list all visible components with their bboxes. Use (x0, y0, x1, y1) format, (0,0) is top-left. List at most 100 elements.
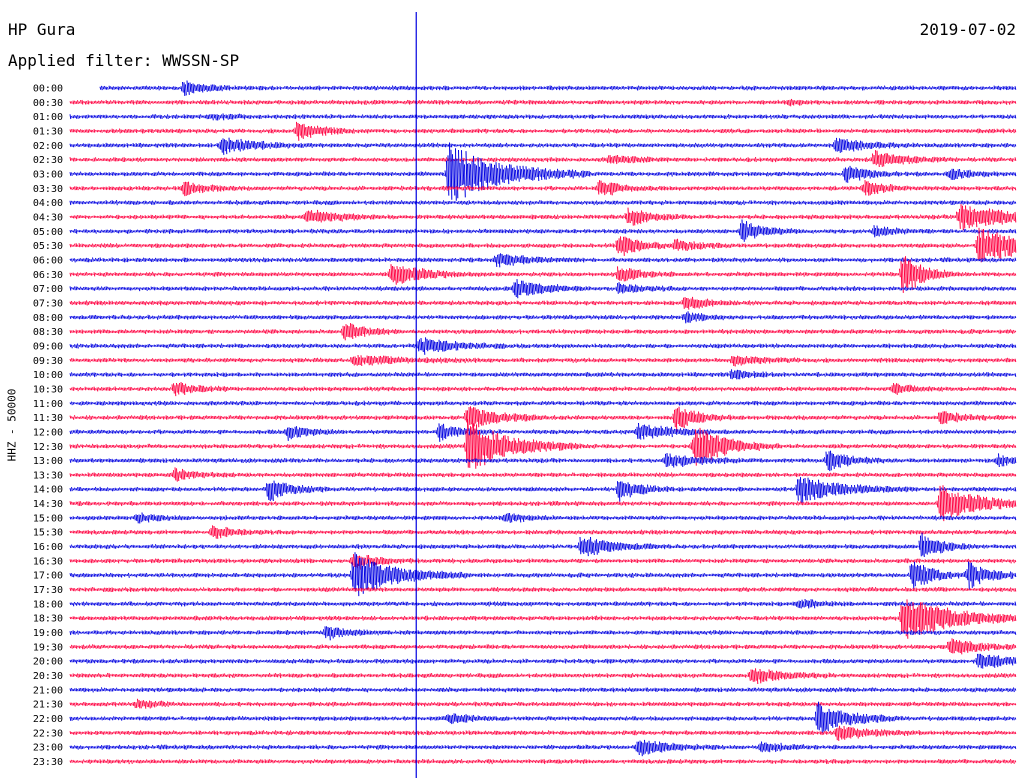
time-tick-label: 18:30 (33, 614, 63, 625)
time-tick-label: 02:30 (33, 155, 63, 166)
time-tick-label: 03:30 (33, 184, 63, 195)
time-tick-label: 17:30 (33, 585, 63, 596)
time-tick-label: 16:30 (33, 556, 63, 567)
trace-line-1730 (69, 586, 1017, 593)
trace-line-1400 (69, 477, 1017, 504)
trace-line-1430 (69, 485, 1017, 522)
trace-line-0930 (69, 355, 1017, 367)
time-tick-label: 09:30 (33, 356, 63, 367)
time-tick-label: 14:00 (33, 485, 63, 496)
time-tick-label: 09:00 (33, 341, 63, 352)
trace-line-2330 (69, 758, 1017, 765)
time-tick-label: 12:00 (33, 427, 63, 438)
trace-line-1630 (69, 554, 1017, 570)
time-tick-label: 21:00 (33, 685, 63, 696)
time-tick-label: 20:30 (33, 671, 63, 682)
trace-line-1000 (69, 369, 1017, 380)
trace-line-2130 (69, 698, 1017, 709)
trace-line-2000 (69, 653, 1017, 669)
time-tick-label: 22:00 (33, 714, 63, 725)
time-tick-label: 05:30 (33, 241, 63, 252)
time-tick-label: 17:00 (33, 571, 63, 582)
time-tick-label: 22:30 (33, 728, 63, 739)
time-tick-label: 18:00 (33, 599, 63, 610)
time-tick-label: 01:00 (33, 112, 63, 123)
trace-line-0330 (69, 180, 1017, 197)
trace-line-0230 (69, 150, 1017, 168)
trace-line-1500 (69, 512, 1017, 524)
station-name: HP Gura (8, 20, 76, 39)
trace-line-2030 (69, 668, 1017, 685)
filter-label: Applied filter: WWSSN-SP (8, 51, 240, 70)
time-tick-label: 03:00 (33, 169, 63, 180)
trace-line-0900 (69, 337, 1017, 355)
time-tick-label: 20:00 (33, 657, 63, 668)
trace-line-0200 (69, 137, 1017, 155)
time-tick-label: 13:30 (33, 470, 63, 481)
time-tick-label: 07:00 (33, 284, 63, 295)
time-tick-label: 00:00 (33, 84, 63, 95)
trace-line-0430 (69, 204, 1017, 231)
trace-line-0530 (69, 227, 1017, 263)
time-tick-label: 06:00 (33, 255, 63, 266)
time-tick-label: 19:30 (33, 642, 63, 653)
trace-line-0500 (69, 219, 1017, 242)
time-tick-label: 23:00 (33, 743, 63, 754)
trace-line-1200 (69, 422, 1017, 442)
trace-line-1030 (69, 382, 1017, 397)
trace-line-0030 (69, 98, 1017, 107)
time-tick-label: 08:00 (33, 313, 63, 324)
trace-line-0830 (69, 323, 1017, 341)
time-tick-label: 16:00 (33, 542, 63, 553)
trace-line-1600 (69, 532, 1017, 558)
time-tick-label: 13:00 (33, 456, 63, 467)
time-tick-label: 21:30 (33, 700, 63, 711)
trace-line-2200 (69, 701, 1017, 734)
time-tick-label: 23:30 (33, 757, 63, 768)
trace-line-0300 (69, 142, 1017, 201)
time-tick-label: 04:00 (33, 198, 63, 209)
time-tick-label: 11:00 (33, 399, 63, 410)
trace-line-0400 (69, 199, 1017, 206)
time-tick-label: 12:30 (33, 442, 63, 453)
time-tick-label: 04:30 (33, 212, 63, 223)
trace-line-2100 (69, 687, 1017, 693)
trace-line-0100 (69, 113, 1017, 121)
time-tick-label: 10:30 (33, 384, 63, 395)
trace-line-1530 (69, 525, 1017, 539)
time-tick-label: 05:00 (33, 227, 63, 238)
time-tick-label: 19:00 (33, 628, 63, 639)
trace-line-0730 (69, 296, 1017, 310)
trace-line-0000 (99, 80, 1017, 97)
time-tick-label: 15:30 (33, 528, 63, 539)
trace-line-1800 (69, 598, 1017, 609)
time-tick-label: 06:30 (33, 270, 63, 281)
time-tick-label: 15:00 (33, 513, 63, 524)
trace-line-0600 (69, 253, 1017, 268)
time-tick-label: 08:30 (33, 327, 63, 338)
time-tick-label: 11:30 (33, 413, 63, 424)
trace-line-1100 (69, 400, 1017, 406)
time-tick-label: 14:30 (33, 499, 63, 510)
trace-line-1130 (69, 406, 1017, 433)
trace-line-1930 (69, 638, 1017, 655)
time-tick-label: 01:30 (33, 126, 63, 137)
time-tick-label: 10:00 (33, 370, 63, 381)
trace-line-1230 (69, 418, 1017, 469)
time-tick-label: 02:00 (33, 141, 63, 152)
trace-line-0130 (69, 121, 1017, 141)
time-tick-label: 07:30 (33, 298, 63, 309)
date-label: 2019-07-02 (919, 20, 1016, 39)
time-tick-label: 00:30 (33, 98, 63, 109)
trace-line-1330 (69, 467, 1017, 482)
trace-line-0800 (69, 311, 1017, 324)
trace-line-2230 (69, 725, 1017, 741)
trace-line-0630 (69, 256, 1017, 293)
trace-line-1900 (69, 626, 1017, 641)
trace-line-1830 (69, 599, 1017, 639)
trace-line-1700 (69, 552, 1017, 597)
trace-line-1300 (69, 450, 1017, 472)
trace-line-2300 (69, 739, 1017, 757)
trace-line-0700 (69, 279, 1017, 299)
